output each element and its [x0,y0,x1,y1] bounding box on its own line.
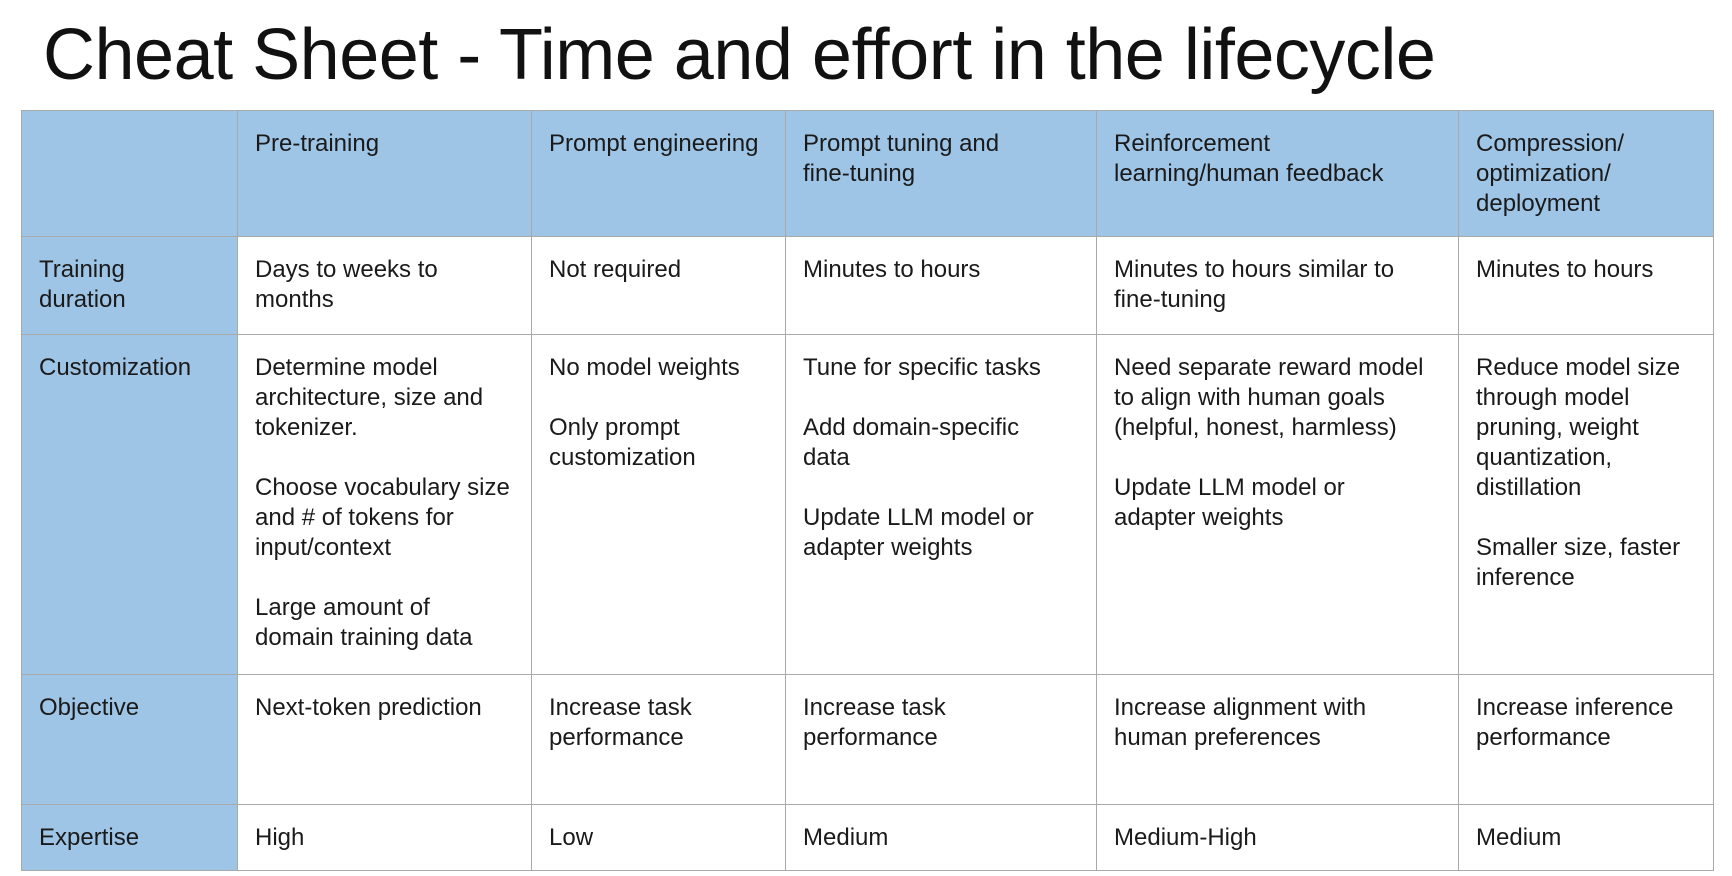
table-cell: Days to weeks to months [237,236,532,335]
cell-text: Not required [549,256,682,283]
cell-text: Next-token prediction [255,694,482,721]
table-cell: Tune for specific tasks Add domain-speci… [785,334,1097,675]
cell-text: Minutes to hours similar to fine-tuning [1114,256,1395,313]
table-cell: Low [531,804,786,871]
table-cell: High [237,804,532,871]
row-header-label: Training duration [39,256,126,313]
column-header-rlhf: Reinforcement learning/human feedback [1096,110,1459,237]
row-header-training-duration: Training duration [21,236,238,335]
column-header-compression: Compression/ optimization/ deployment [1458,110,1714,237]
cell-text: No model weights Only prompt customizati… [549,354,740,471]
cell-text: Determine model architecture, size and t… [255,354,510,651]
table-cell: Need separate reward model to align with… [1096,334,1459,675]
table-cell: Minutes to hours similar to fine-tuning [1096,236,1459,335]
table-cell: Minutes to hours [1458,236,1714,335]
cell-text: Minutes to hours [1476,256,1654,283]
row-header-label: Expertise [39,824,140,851]
table-cell: Medium [1458,804,1714,871]
table-cell: Increase inference performance [1458,674,1714,805]
table-row: Training duration Days to weeks to month… [21,236,1714,335]
table-cell: Next-token prediction [237,674,532,805]
column-header-prompt-engineering: Prompt engineering [531,110,786,237]
table-row: Objective Next-token prediction Increase… [21,674,1714,805]
column-header-label: Prompt engineering [549,130,759,157]
column-header-label: Reinforcement learning/human feedback [1114,130,1384,187]
corner-cell [21,110,238,237]
row-header-label: Objective [39,694,140,721]
table-cell: Increase task performance [785,674,1097,805]
table-cell: Reduce model size through model pruning,… [1458,334,1714,675]
cell-text: Medium-High [1114,824,1257,851]
row-header-objective: Objective [21,674,238,805]
cell-text: Tune for specific tasks Add domain-speci… [803,354,1041,561]
column-header-label: Prompt tuning and fine-tuning [803,130,1000,187]
table-cell: Not required [531,236,786,335]
table-cell: Medium-High [1096,804,1459,871]
cell-text: Increase task performance [549,694,692,751]
row-header-customization: Customization [21,334,238,675]
table-cell: Increase task performance [531,674,786,805]
cell-text: Medium [803,824,889,851]
table-cell: Minutes to hours [785,236,1097,335]
cell-text: Reduce model size through model pruning,… [1476,354,1681,591]
cell-text: Minutes to hours [803,256,981,283]
cell-text: High [255,824,305,851]
column-header-prompt-tuning: Prompt tuning and fine-tuning [785,110,1097,237]
column-header-label: Pre-training [255,130,380,157]
row-header-label: Customization [39,354,192,381]
cell-text: Need separate reward model to align with… [1114,354,1424,531]
row-header-expertise: Expertise [21,804,238,871]
cell-text: Increase task performance [803,694,946,751]
header-row: Pre-training Prompt engineering Prompt t… [21,110,1714,237]
slide-title: Cheat Sheet - Time and effort in the lif… [43,15,1436,95]
column-header-pretraining: Pre-training [237,110,532,237]
table-cell: Medium [785,804,1097,871]
table-row: Expertise High Low Medium Medium-High Me… [21,804,1714,871]
cell-text: Medium [1476,824,1562,851]
table-cell: Increase alignment with human preference… [1096,674,1459,805]
cheat-sheet-table: Pre-training Prompt engineering Prompt t… [21,110,1714,871]
cell-text: Low [549,824,594,851]
table-cell: No model weights Only prompt customizati… [531,334,786,675]
table-cell: Determine model architecture, size and t… [237,334,532,675]
cell-text: Increase alignment with human preference… [1114,694,1367,751]
cell-text: Increase inference performance [1476,694,1674,751]
table-row: Customization Determine model architectu… [21,334,1714,675]
column-header-label: Compression/ optimization/ deployment [1476,130,1625,217]
cell-text: Days to weeks to months [255,256,438,313]
